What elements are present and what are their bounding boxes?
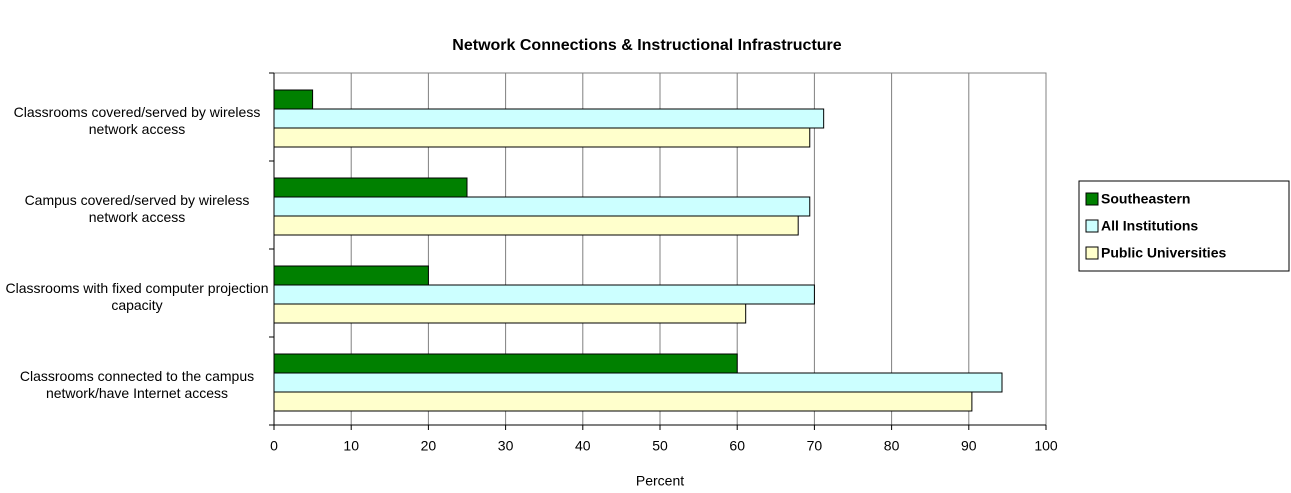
- bar: [273, 353, 738, 374]
- legend-label: Southeastern: [1101, 191, 1190, 207]
- bar: [273, 265, 429, 286]
- bar: [273, 215, 799, 236]
- legend-swatch: [1085, 219, 1099, 233]
- bar: [273, 284, 815, 305]
- bar: [273, 372, 1003, 393]
- legend: [1078, 180, 1290, 272]
- y-tick-label: Classrooms covered/served by wireless ne…: [13, 104, 261, 137]
- chart-title: Network Connections & Instructional Infr…: [452, 37, 841, 54]
- y-tick-label: Campus covered/served by wireless networ…: [24, 192, 250, 225]
- bar: [273, 108, 825, 129]
- x-tick-label: 0: [270, 438, 278, 454]
- x-tick-label: 40: [575, 438, 591, 454]
- bar: [273, 127, 811, 148]
- x-axis-label: Percent: [636, 473, 684, 489]
- x-tick-label: 90: [961, 438, 977, 454]
- y-tick-label: Classrooms with fixed computer projectio…: [5, 280, 269, 313]
- bar: [273, 196, 811, 217]
- x-tick-label: 30: [498, 438, 514, 454]
- legend-label: Public Universities: [1101, 245, 1226, 261]
- bar: [273, 303, 747, 324]
- x-tick-label: 20: [421, 438, 437, 454]
- legend-label: All Institutions: [1101, 218, 1198, 234]
- legend-swatch: [1085, 246, 1099, 260]
- x-tick-label: 80: [884, 438, 900, 454]
- y-tick-label: Classrooms connected to the campus netwo…: [19, 368, 255, 401]
- x-tick-label: 10: [343, 438, 359, 454]
- legend-swatch: [1085, 192, 1099, 206]
- bar: [273, 177, 468, 198]
- x-tick-label: 70: [807, 438, 823, 454]
- bar: [273, 391, 973, 412]
- x-tick-label: 50: [652, 438, 668, 454]
- x-tick-label: 60: [729, 438, 745, 454]
- x-tick-label: 100: [1034, 438, 1058, 454]
- bar: [273, 89, 314, 110]
